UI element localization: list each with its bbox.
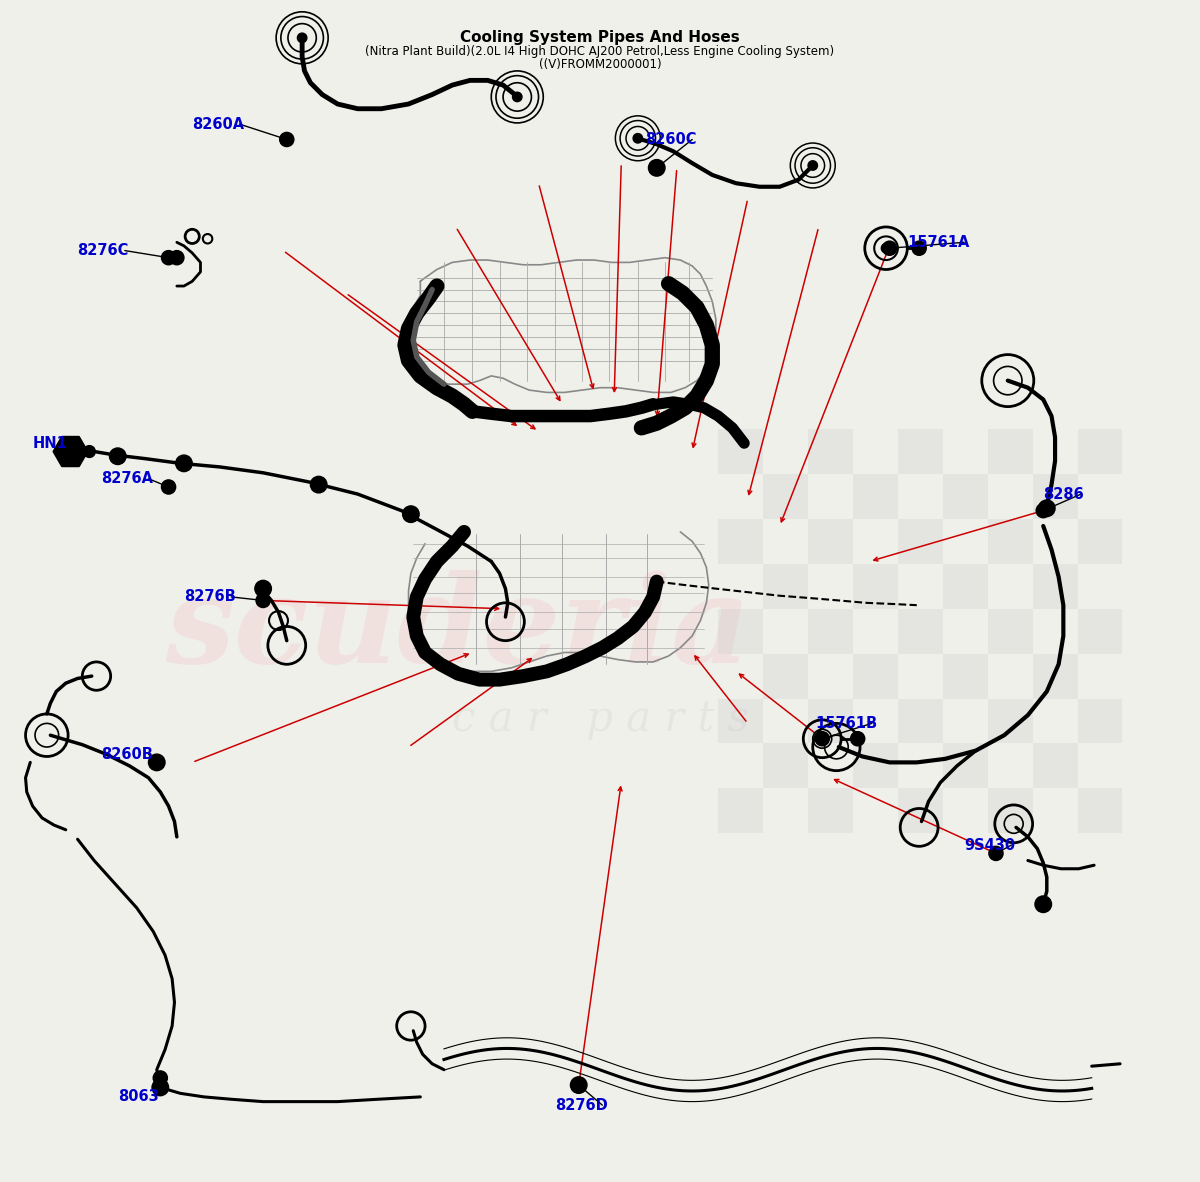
- Circle shape: [256, 593, 270, 608]
- Text: scuderia: scuderia: [166, 570, 751, 688]
- Bar: [1078, 429, 1122, 474]
- Circle shape: [169, 251, 184, 265]
- Circle shape: [882, 241, 896, 255]
- Bar: [808, 519, 853, 564]
- Text: 8276D: 8276D: [556, 1098, 608, 1112]
- Text: 8276B: 8276B: [184, 590, 235, 604]
- Bar: [898, 519, 943, 564]
- Circle shape: [109, 448, 126, 465]
- Text: 15761A: 15761A: [907, 235, 970, 249]
- Bar: [1033, 743, 1078, 788]
- Bar: [763, 743, 808, 788]
- Bar: [988, 699, 1033, 743]
- Text: ((V)FROMM2000001): ((V)FROMM2000001): [539, 58, 661, 71]
- Circle shape: [149, 754, 166, 771]
- Circle shape: [311, 476, 326, 493]
- Bar: [853, 474, 898, 519]
- Circle shape: [150, 755, 164, 769]
- Circle shape: [808, 161, 817, 170]
- Bar: [808, 788, 853, 833]
- Circle shape: [298, 33, 307, 43]
- Circle shape: [1036, 504, 1050, 518]
- Bar: [988, 519, 1033, 564]
- Circle shape: [851, 732, 865, 746]
- Circle shape: [254, 580, 271, 597]
- Bar: [1033, 564, 1078, 609]
- Bar: [898, 429, 943, 474]
- Bar: [1033, 654, 1078, 699]
- Circle shape: [912, 241, 926, 255]
- Text: HN1: HN1: [32, 436, 67, 450]
- Circle shape: [175, 455, 192, 472]
- Bar: [898, 699, 943, 743]
- Bar: [988, 788, 1033, 833]
- Circle shape: [989, 846, 1003, 860]
- Bar: [763, 564, 808, 609]
- Bar: [718, 519, 763, 564]
- Text: 8260C: 8260C: [644, 132, 696, 147]
- Circle shape: [817, 734, 827, 743]
- Bar: [943, 474, 988, 519]
- Bar: [763, 474, 808, 519]
- Bar: [943, 743, 988, 788]
- Circle shape: [84, 446, 95, 457]
- Bar: [763, 654, 808, 699]
- Text: 8276A: 8276A: [101, 472, 154, 486]
- Circle shape: [648, 160, 665, 176]
- Text: 15761B: 15761B: [815, 716, 877, 730]
- Bar: [718, 609, 763, 654]
- Text: 8260B: 8260B: [101, 747, 154, 761]
- Text: (Nitra Plant Build)(2.0L I4 High DOHC AJ200 Petrol,Less Engine Cooling System): (Nitra Plant Build)(2.0L I4 High DOHC AJ…: [366, 45, 834, 58]
- Text: 9S430: 9S430: [964, 838, 1015, 852]
- Bar: [988, 609, 1033, 654]
- Text: 8286: 8286: [1043, 487, 1084, 501]
- Text: Cooling System Pipes And Hoses: Cooling System Pipes And Hoses: [460, 30, 740, 45]
- Polygon shape: [54, 437, 88, 466]
- Bar: [853, 743, 898, 788]
- Bar: [1078, 699, 1122, 743]
- Bar: [988, 429, 1033, 474]
- Bar: [718, 429, 763, 474]
- Text: 8276C: 8276C: [78, 243, 128, 258]
- Bar: [853, 654, 898, 699]
- Circle shape: [815, 732, 829, 746]
- Bar: [1078, 609, 1122, 654]
- Text: c a r   p a r t s: c a r p a r t s: [451, 697, 749, 740]
- Bar: [1078, 519, 1122, 564]
- Circle shape: [1034, 896, 1051, 913]
- Bar: [943, 564, 988, 609]
- Bar: [808, 609, 853, 654]
- Bar: [718, 788, 763, 833]
- Bar: [1078, 788, 1122, 833]
- Circle shape: [162, 251, 175, 265]
- Circle shape: [64, 444, 78, 459]
- Circle shape: [649, 161, 664, 175]
- Circle shape: [403, 506, 419, 522]
- Bar: [1033, 474, 1078, 519]
- Bar: [943, 654, 988, 699]
- Circle shape: [280, 132, 294, 147]
- Circle shape: [634, 134, 642, 143]
- Circle shape: [512, 92, 522, 102]
- Circle shape: [64, 444, 78, 459]
- Bar: [718, 699, 763, 743]
- Circle shape: [571, 1078, 586, 1092]
- Bar: [808, 699, 853, 743]
- Text: 8260A: 8260A: [192, 117, 245, 131]
- Bar: [808, 429, 853, 474]
- Circle shape: [162, 480, 175, 494]
- Circle shape: [881, 243, 890, 253]
- Circle shape: [154, 1071, 167, 1085]
- Text: 8063: 8063: [118, 1090, 158, 1104]
- Circle shape: [570, 1077, 587, 1093]
- Circle shape: [1038, 500, 1055, 517]
- Bar: [898, 788, 943, 833]
- Circle shape: [152, 1079, 168, 1096]
- Bar: [853, 564, 898, 609]
- Bar: [898, 609, 943, 654]
